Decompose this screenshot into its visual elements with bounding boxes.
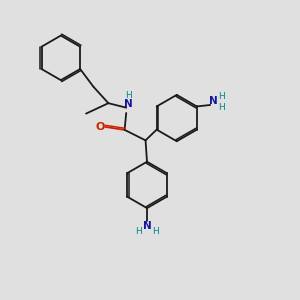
Text: N: N	[124, 99, 133, 109]
Text: H: H	[218, 92, 225, 100]
Text: H: H	[125, 91, 132, 100]
Text: H: H	[218, 103, 225, 112]
Text: H: H	[135, 227, 142, 236]
Text: H: H	[152, 227, 159, 236]
Text: N: N	[209, 96, 218, 106]
Text: N: N	[142, 221, 152, 231]
Text: O: O	[95, 122, 105, 132]
